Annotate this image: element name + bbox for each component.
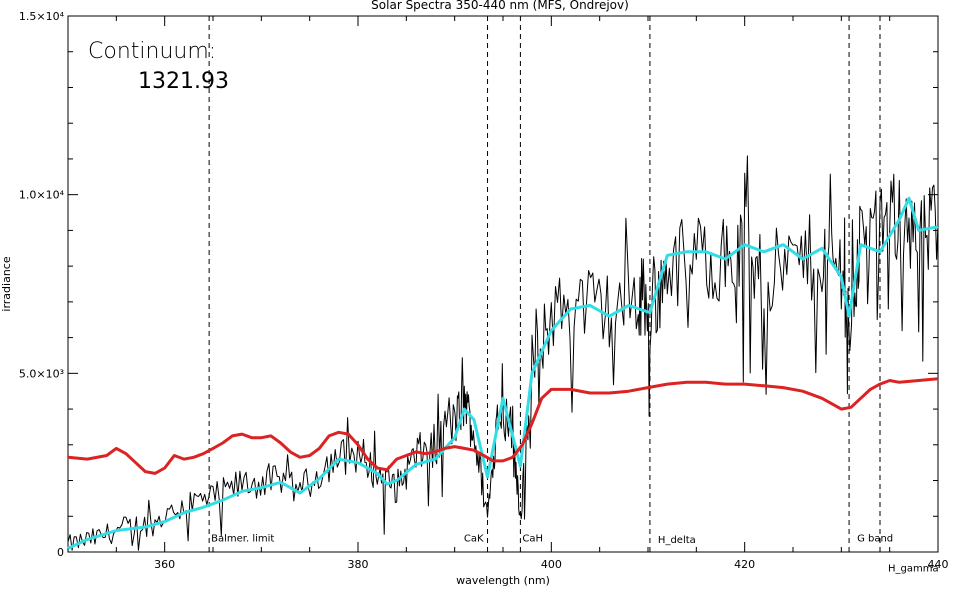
chart-title: Solar Spectra 350-440 nm (MFS, Ondrejov)	[371, 0, 629, 12]
x-tick-label: 380	[348, 558, 369, 571]
x-tick-label: 420	[734, 558, 755, 571]
y-tick-label: 1.5×10⁴	[19, 10, 65, 23]
y-tick-label: 5.0×10³	[19, 367, 64, 380]
x-tick-label: 360	[154, 558, 175, 571]
x-axis-title: wavelength (nm)	[456, 574, 550, 587]
reference-line-label: H_delta	[658, 535, 696, 546]
reference-line-label: CaH	[522, 533, 543, 544]
y-axis-title: irradiance	[0, 256, 13, 311]
reference-line-label: CaK	[464, 533, 484, 544]
x-tick-label: 440	[928, 558, 949, 571]
reference-line-label: G band	[857, 533, 893, 544]
reference-line-label: Balmer. limit	[211, 533, 274, 544]
x-tick-label: 400	[541, 558, 562, 571]
series-line-1	[67, 155, 939, 551]
tick-marks	[67, 15, 939, 553]
reference-line-label: H_gamma	[888, 564, 939, 575]
continuum-value: 1321.93	[138, 69, 229, 94]
y-tick-label: 0	[57, 546, 64, 559]
series-line-3	[67, 377, 939, 475]
series-lines	[67, 155, 939, 551]
reference-lines	[208, 16, 881, 552]
series-line-2	[67, 196, 939, 550]
tick-labels: 360 380 400 420 440 0 5.0×10³ 1.0×10⁴ 1.5×10⁴ Bal…	[19, 10, 949, 575]
continuum-label: Continuum:	[88, 39, 216, 64]
y-tick-label: 1.0×10⁴	[19, 189, 65, 202]
